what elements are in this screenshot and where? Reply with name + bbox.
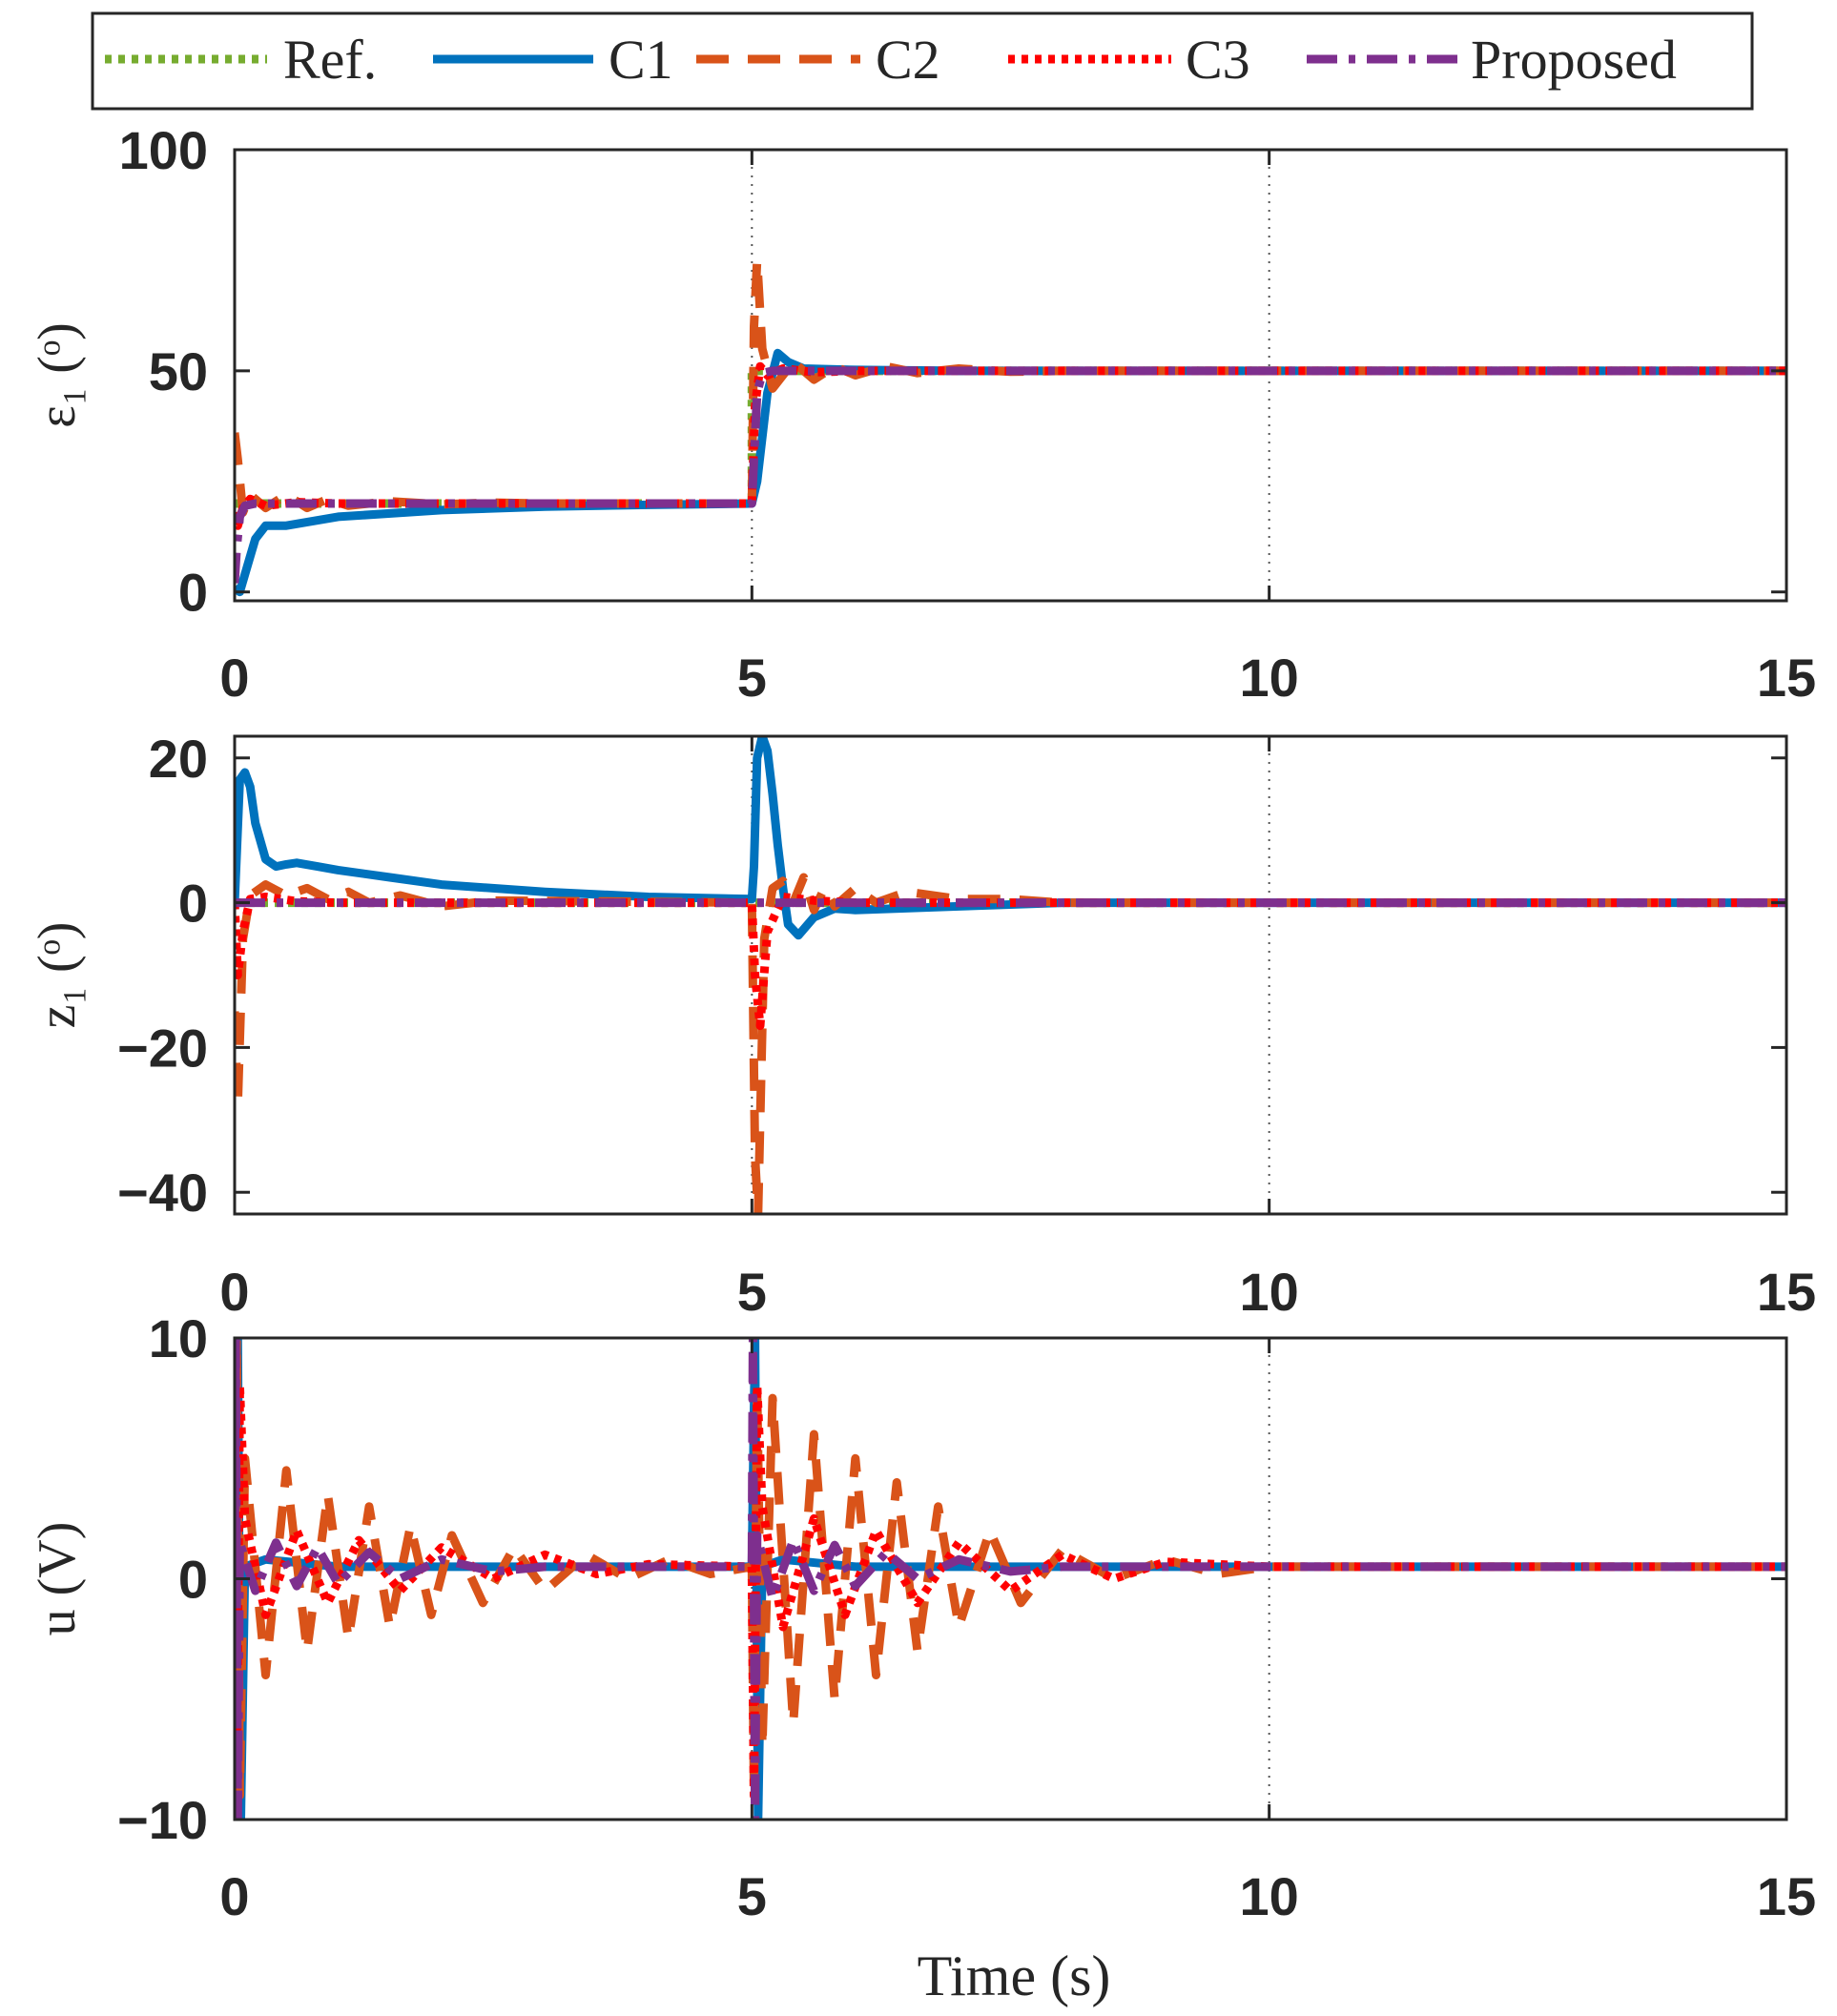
- legend-label-0: Ref.: [283, 29, 377, 91]
- panel-1-series-c1: [235, 736, 1786, 940]
- legend-label-2: C2: [876, 29, 940, 91]
- legend-label-3: C3: [1186, 29, 1250, 91]
- panel-2-xtick-label: 15: [1757, 1866, 1816, 1926]
- panel-2-xtick-label: 0: [219, 1866, 249, 1926]
- legend: Ref. C1 C2 C3 Proposed: [91, 11, 1754, 111]
- panel-0-xtick-label: 15: [1757, 648, 1816, 708]
- panel-1-y-axis-label: z₁ (ᵒ): [28, 922, 87, 1029]
- panel-1-ytick-label: 20: [149, 729, 208, 789]
- panel-0-y-axis-label: ε₁ (ᵒ): [28, 322, 87, 427]
- panel-0-ytick-label: 50: [149, 341, 208, 401]
- panel-1-xtick-label: 10: [1240, 1262, 1299, 1322]
- panel-0-axes: [233, 148, 1788, 603]
- panel-0: 0 5 10 15 0 50 100 ε₁ (ᵒ): [28, 120, 1816, 708]
- panel-2-y-axis-label: u (V): [28, 1522, 87, 1636]
- panel-1-xtick-label: 5: [737, 1262, 767, 1322]
- panel-0-xtick-label: 5: [737, 648, 767, 708]
- panel-0-ytick-label: 0: [178, 563, 208, 623]
- panel-2-ytick-label: 0: [178, 1550, 208, 1610]
- panel-1-axes: [233, 734, 1788, 1216]
- panel-2-series-proposed: [235, 1338, 1786, 1820]
- legend-box: [91, 11, 1754, 111]
- panel-0-series-proposed: [235, 366, 1786, 584]
- legend-label-1: C1: [609, 29, 673, 91]
- panel-1-ytick-label: −20: [117, 1018, 208, 1078]
- panel-1-series-c2: [235, 873, 1786, 1214]
- legend-label-4: Proposed: [1471, 29, 1677, 91]
- panel-1-ytick-label: −40: [117, 1162, 208, 1223]
- x-axis-label: Time (s): [918, 1944, 1111, 2007]
- panel-0-xtick-label: 10: [1240, 648, 1299, 708]
- panel-1-xtick-label: 0: [219, 1262, 249, 1322]
- panel-2-xtick-label: 10: [1240, 1866, 1299, 1926]
- panel-2-xtick-label: 5: [737, 1866, 767, 1926]
- panel-1-xtick-label: 15: [1757, 1262, 1816, 1322]
- panel-1-ytick-label: 0: [178, 874, 208, 934]
- panel-2-ytick-label: 10: [149, 1308, 208, 1368]
- panel-2-ytick-label: −10: [117, 1790, 208, 1850]
- panel-1: 0 5 10 15 −40 −20 0 20 z₁ (ᵒ): [28, 729, 1816, 1322]
- panel-0-ytick-label: 100: [119, 120, 208, 180]
- panel-0-xtick-label: 0: [219, 648, 249, 708]
